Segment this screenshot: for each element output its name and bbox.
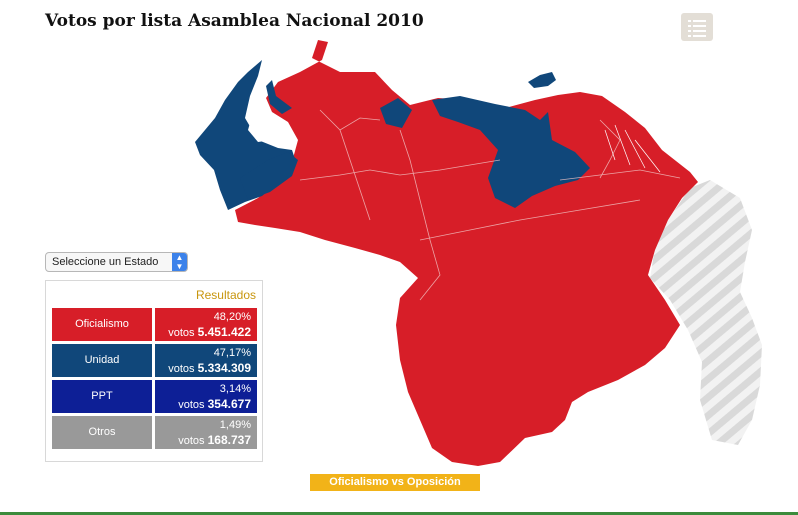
votes-count: 5.451.422 [197,325,251,339]
result-row-unidad: Unidad 47,17% votos 5.334.309 [52,344,257,377]
region-lake [248,110,276,142]
votes-label: votos [178,435,205,447]
party-percent: 47,17% [213,347,251,359]
disputed-region [650,180,762,445]
region-nueva-esparta[interactable] [528,72,556,88]
state-select[interactable]: Seleccione un Estado ▲ ▼ [45,252,188,272]
region-oficialismo[interactable] [235,40,698,466]
party-name: Oficialismo [52,308,152,341]
votes-count: 354.677 [207,397,251,411]
result-row-ppt: PPT 3,14% votos 354.677 [52,380,257,413]
region-tachira[interactable] [240,152,298,200]
page-title: Votos por lista Asamblea Nacional 2010 [45,11,424,31]
party-name: PPT [52,380,152,413]
votes-label: votos [168,327,195,339]
region-falcon-coast[interactable] [266,80,292,114]
list-icon [688,20,706,37]
party-name: Otros [52,416,152,449]
results-header: Resultados [195,288,256,302]
votes-count: 5.334.309 [197,361,251,375]
party-values: 47,17% votos 5.334.309 [155,344,257,377]
bottom-divider [0,512,798,515]
region-miranda[interactable] [432,96,590,208]
result-row-otros: Otros 1,49% votos 168.737 [52,416,257,449]
party-percent: 1,49% [219,419,251,431]
votes-label: votos [168,363,195,375]
oficialismo-vs-oposicion-button[interactable]: Oficialismo vs Oposición [310,474,480,491]
menu-button[interactable] [681,13,713,41]
votes-count: 168.737 [207,433,251,447]
results-panel: Resultados Oficialismo 48,20% votos 5.45… [45,280,263,462]
party-values: 48,20% votos 5.451.422 [155,308,257,341]
updown-arrows-icon: ▲ ▼ [172,253,187,271]
state-select-value: Seleccione un Estado [52,256,159,268]
party-percent: 3,14% [219,383,251,395]
party-name: Unidad [52,344,152,377]
result-row-oficialismo: Oficialismo 48,20% votos 5.451.422 [52,308,257,341]
party-percent: 48,20% [213,311,251,323]
party-values: 1,49% votos 168.737 [155,416,257,449]
party-values: 3,14% votos 354.677 [155,380,257,413]
votes-label: votos [178,399,205,411]
region-carabobo[interactable] [380,98,412,128]
